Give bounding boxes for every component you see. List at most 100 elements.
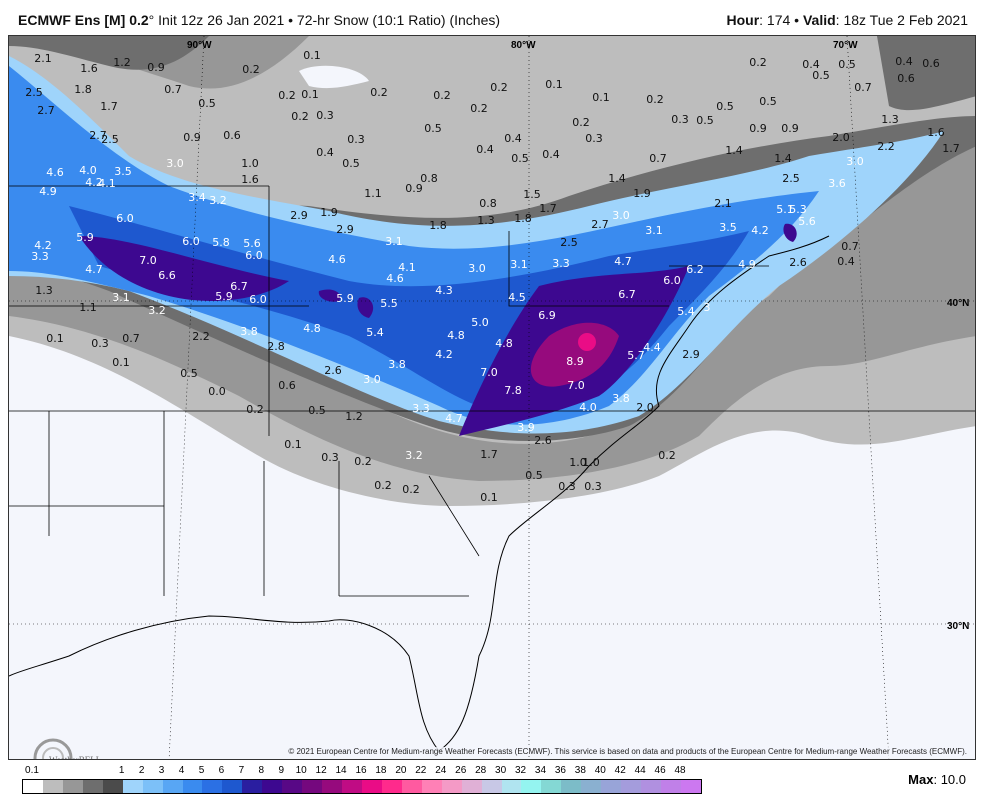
legend-label: 38 (574, 765, 586, 776)
snow-value-label: 5.6 (798, 215, 816, 228)
snow-value-label: 3.0 (612, 209, 630, 222)
snow-value-label: 3 (704, 301, 711, 314)
snow-value-label: 4.0 (79, 164, 97, 177)
snow-value-label: 0.5 (308, 404, 326, 417)
legend-swatch (561, 780, 582, 793)
legend-label: 9 (278, 765, 285, 776)
legend-label: 42 (614, 765, 626, 776)
legend-label: 20 (395, 765, 407, 776)
snow-value-label: 6.7 (230, 280, 248, 293)
snow-value-label: 6.7 (618, 288, 636, 301)
snow-value-label: 0.6 (223, 129, 241, 142)
snow-value-label: 6.0 (245, 249, 263, 262)
snow-value-label: 1.5 (523, 188, 541, 201)
snow-value-label: 3.1 (645, 224, 663, 237)
hour-value: : 174 • (759, 12, 803, 28)
snow-value-label: 2.7 (89, 129, 107, 142)
map-title: ECMWF Ens [M] 0.2° Init 12z 26 Jan 2021 … (18, 12, 500, 28)
svg-text:WeatherBELL: WeatherBELL (49, 755, 101, 760)
legend-label: 48 (674, 765, 686, 776)
legend-swatch (421, 780, 442, 793)
snow-value-label: 4.1 (98, 177, 116, 190)
snow-value-label: 0.7 (649, 152, 667, 165)
legend-label: 30 (495, 765, 507, 776)
snow-value-label: 7.0 (480, 366, 498, 379)
snow-value-label: 0.8 (479, 197, 497, 210)
legend-swatch (581, 780, 602, 793)
snow-value-label: 1.3 (35, 284, 53, 297)
legend-swatch (262, 780, 283, 793)
snow-value-label: 1.4 (725, 144, 743, 157)
snow-value-label: 4.0 (579, 401, 597, 414)
snow-value-label: 1.8 (514, 212, 532, 225)
snow-value-label: 0.9 (147, 61, 165, 74)
snow-value-label: 1.8 (74, 83, 92, 96)
snow-value-label: 0.8 (420, 172, 438, 185)
legend-swatch (322, 780, 342, 793)
legend-swatch (361, 780, 382, 793)
logo-swirl-icon: WeatherBELL (33, 738, 101, 760)
gridline-label: 30°N (947, 621, 969, 632)
snow-value-label: 0.5 (180, 367, 198, 380)
snow-value-label: 0.3 (585, 132, 603, 145)
legend-label: 5 (198, 765, 205, 776)
gridline-label: 90°W (187, 40, 212, 51)
snow-value-label: 0.5 (342, 157, 360, 170)
snow-value-label: 2.7 (37, 104, 55, 117)
snow-value-label: 0.4 (476, 143, 494, 156)
snow-value-label: 0.6 (922, 57, 940, 70)
snow-value-label: 1.7 (942, 142, 960, 155)
snow-value-label: 0.3 (91, 337, 109, 350)
legend-label: 28 (475, 765, 487, 776)
snow-value-label: 4.2 (751, 224, 769, 237)
snow-value-label: 5.0 (471, 316, 489, 329)
snow-value-label: 0.4 (316, 146, 334, 159)
snow-value-label: 0.5 (525, 469, 543, 482)
snow-value-label: 0.1 (480, 491, 498, 504)
legend-label: 2 (138, 765, 145, 776)
snow-value-label: 3.6 (828, 177, 846, 190)
init-info: ° Init 12z 26 Jan 2021 • 72-hr Snow (10:… (148, 12, 501, 28)
snow-value-label: 1.7 (100, 100, 118, 113)
snow-value-label: 0.4 (542, 148, 560, 161)
snow-value-label: 0.3 (347, 133, 365, 146)
weatherbell-logo: WeatherBELL (31, 736, 121, 760)
snow-value-label: 1.3 (881, 113, 899, 126)
legend-label: 34 (534, 765, 547, 776)
snow-value-label: 3.3 (412, 402, 430, 415)
snow-value-label: 0.1 (284, 438, 302, 451)
snow-value-label: 0.4 (837, 255, 855, 268)
snow-value-label: 4.8 (495, 337, 513, 350)
legend-swatch (282, 780, 303, 793)
legend-label: 36 (554, 765, 566, 776)
snow-value-label: 4.3 (435, 284, 453, 297)
snow-value-label: 1.0 (569, 456, 587, 469)
snow-value-label: 5.4 (366, 326, 384, 339)
snow-value-label: 0.5 (511, 152, 529, 165)
snow-value-label: 1.4 (608, 172, 626, 185)
snow-value-label: 3.9 (517, 421, 535, 434)
snow-value-label: 1.9 (633, 187, 651, 200)
legend-swatch (242, 780, 263, 793)
legend-swatch (501, 780, 522, 793)
snow-value-label: 4.8 (447, 329, 465, 342)
snow-value-label: 4.2 (435, 348, 453, 361)
snow-value-label: 0.5 (696, 114, 714, 127)
snow-value-label: 2.2 (192, 330, 210, 343)
legend-label: 10 (295, 765, 307, 776)
valid-label: Valid (802, 12, 836, 28)
snow-band-mid-grey (9, 36, 975, 481)
legend-label: 8 (258, 765, 265, 776)
snow-value-label: 6.2 (686, 263, 704, 276)
snow-value-label: 2.6 (789, 256, 807, 269)
snow-value-label: 8.9 (566, 355, 584, 368)
snow-value-label: 3.5 (719, 221, 737, 234)
valid-value: : 18z Tue 2 Feb 2021 (835, 12, 968, 28)
hour-label: Hour (726, 12, 760, 28)
snow-value-label: 0.2 (291, 110, 309, 123)
legend-swatch (122, 780, 143, 793)
snow-value-label: 3.1 (385, 235, 403, 248)
snow-value-label: 5.5 (380, 297, 398, 310)
snow-value-label: 3.0 (166, 157, 184, 170)
snow-value-label: 2.0 (636, 401, 654, 414)
